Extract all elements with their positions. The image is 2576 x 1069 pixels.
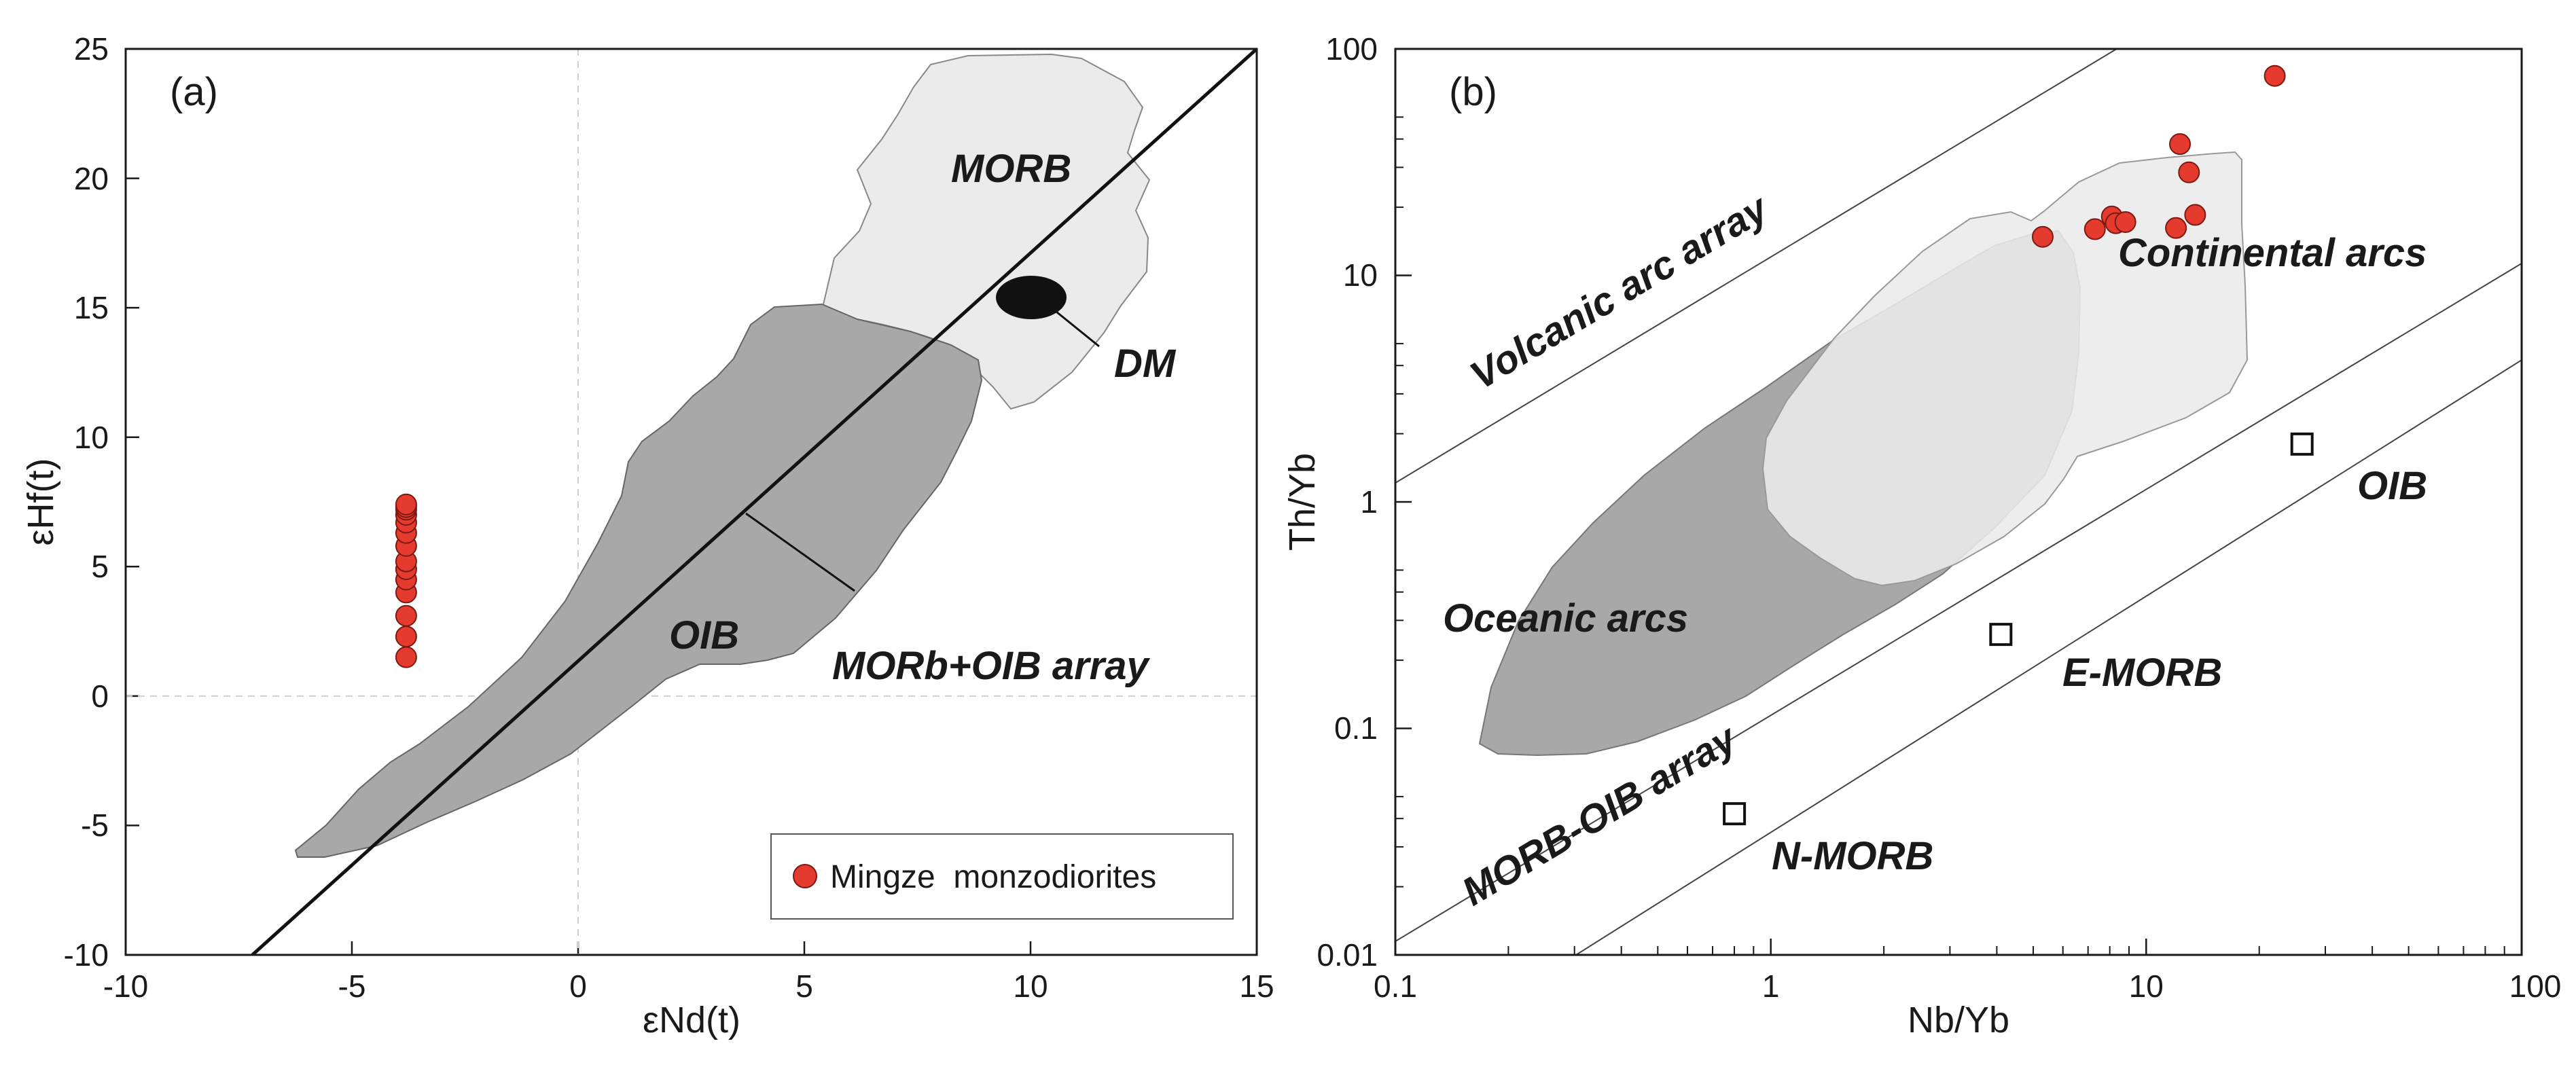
- sample-point: [395, 604, 417, 627]
- oib-label: OIB: [669, 613, 739, 657]
- panel-a-y-axis-label: εHf(t): [20, 458, 61, 545]
- sample-point: [2264, 65, 2286, 87]
- panel-b-label: (b): [1449, 70, 1497, 114]
- morb-oib-array-line: [251, 49, 1257, 955]
- oib-field: [294, 303, 983, 858]
- panel-b-reference-points: [1723, 432, 2314, 826]
- y-tick-label: 5: [91, 549, 109, 584]
- x-tick-label: -5: [338, 968, 366, 1004]
- panel-a-x-tick-labels: -10 -5 0 5 10 15: [103, 968, 1274, 1004]
- y-tick-label: 25: [74, 31, 109, 67]
- legend-marker: [793, 864, 817, 888]
- morb-label: MORB: [951, 147, 1071, 191]
- sample-point: [395, 493, 417, 515]
- panel-b-y-tick-labels: 0.01 0.1 1 10 100: [1317, 31, 1378, 973]
- sample-point: [2178, 161, 2200, 183]
- oceanic-arcs-label: Oceanic arcs: [1443, 596, 1688, 640]
- panel-b-frame: [1394, 48, 2523, 956]
- e-morb-point-label: E-MORB: [2062, 651, 2222, 695]
- x-tick-label: 10: [2129, 968, 2164, 1004]
- dm-leader-line: [1052, 308, 1100, 348]
- sample-point: [2169, 133, 2192, 156]
- array-leader-line: [745, 512, 855, 592]
- panel-a-y-tick-labels: -10 -5 0 5 10 15 20 25: [64, 31, 109, 973]
- reference-point-n-morb: [1723, 802, 1747, 826]
- panel-b-x-axis-label: Nb/Yb: [1908, 1000, 2009, 1040]
- y-tick-label: -10: [64, 937, 109, 973]
- x-tick-label: 15: [1239, 968, 1274, 1004]
- panel-b: Volcanic arc array MORB-OIB array Oceani…: [1282, 31, 2561, 1040]
- y-tick-label: -5: [81, 808, 109, 843]
- sample-point: [2165, 217, 2187, 239]
- sample-point: [2114, 211, 2136, 233]
- x-tick-label: 0.1: [1374, 968, 1417, 1004]
- n-morb-point-label: N-MORB: [1772, 834, 1933, 878]
- sample-point: [2083, 218, 2106, 240]
- continental-arcs-label: Continental arcs: [2118, 231, 2427, 275]
- legend-label: Mingze monzodiorites: [830, 859, 1156, 895]
- reference-point-oib: [2290, 432, 2314, 456]
- y-tick-label: 100: [1325, 31, 1378, 67]
- panel-b-x-tick-labels: 0.1 1 10 100: [1374, 968, 2561, 1004]
- legend-box: [770, 833, 1234, 920]
- x-tick-label: 1: [1762, 968, 1780, 1004]
- dm-field: [996, 276, 1067, 319]
- panel-a-x-axis-label: εNd(t): [643, 1000, 740, 1040]
- panel-a-frame: [124, 48, 1258, 956]
- y-tick-label: 20: [74, 161, 109, 196]
- sample-point: [2184, 204, 2206, 226]
- volcanic-arc-line: [1395, 49, 2118, 484]
- continental-arcs-field: [1761, 151, 2249, 587]
- x-tick-label: 5: [795, 968, 813, 1004]
- panel-a: MORB DM OIB MORb+OIB array (a) Mingze mo…: [20, 31, 1274, 1040]
- panel-b-sample-points: [2031, 65, 2286, 248]
- y-tick-label: 10: [74, 420, 109, 455]
- y-tick-label: 0.1: [1334, 710, 1378, 746]
- y-tick-label: 0: [91, 678, 109, 714]
- morb-oib-lower-line: [1575, 359, 2522, 955]
- morb-oib-upper-line: [1395, 262, 2522, 942]
- x-tick-label: 10: [1013, 968, 1048, 1004]
- panel-a-label: (a): [170, 70, 218, 114]
- reference-point-e-morb: [1989, 623, 2013, 647]
- dm-label: DM: [1114, 342, 1177, 386]
- panel-b-y-axis-label: Th/Yb: [1282, 453, 1323, 551]
- oib-point-label: OIB: [2357, 464, 2427, 508]
- sample-point: [395, 626, 417, 648]
- y-tick-label: 10: [1343, 257, 1378, 293]
- x-tick-label: 0: [569, 968, 587, 1004]
- sample-point: [395, 646, 417, 668]
- y-tick-label: 15: [74, 290, 109, 325]
- sample-point: [2031, 225, 2054, 248]
- array-label: MORb+OIB array: [832, 644, 1150, 688]
- y-tick-label: 0.01: [1317, 937, 1378, 973]
- x-tick-label: 100: [2509, 968, 2562, 1004]
- panel-a-sample-points: [395, 493, 417, 668]
- y-tick-label: 1: [1360, 484, 1378, 520]
- legend: Mingze monzodiorites: [770, 833, 1234, 920]
- x-tick-label: -10: [103, 968, 148, 1004]
